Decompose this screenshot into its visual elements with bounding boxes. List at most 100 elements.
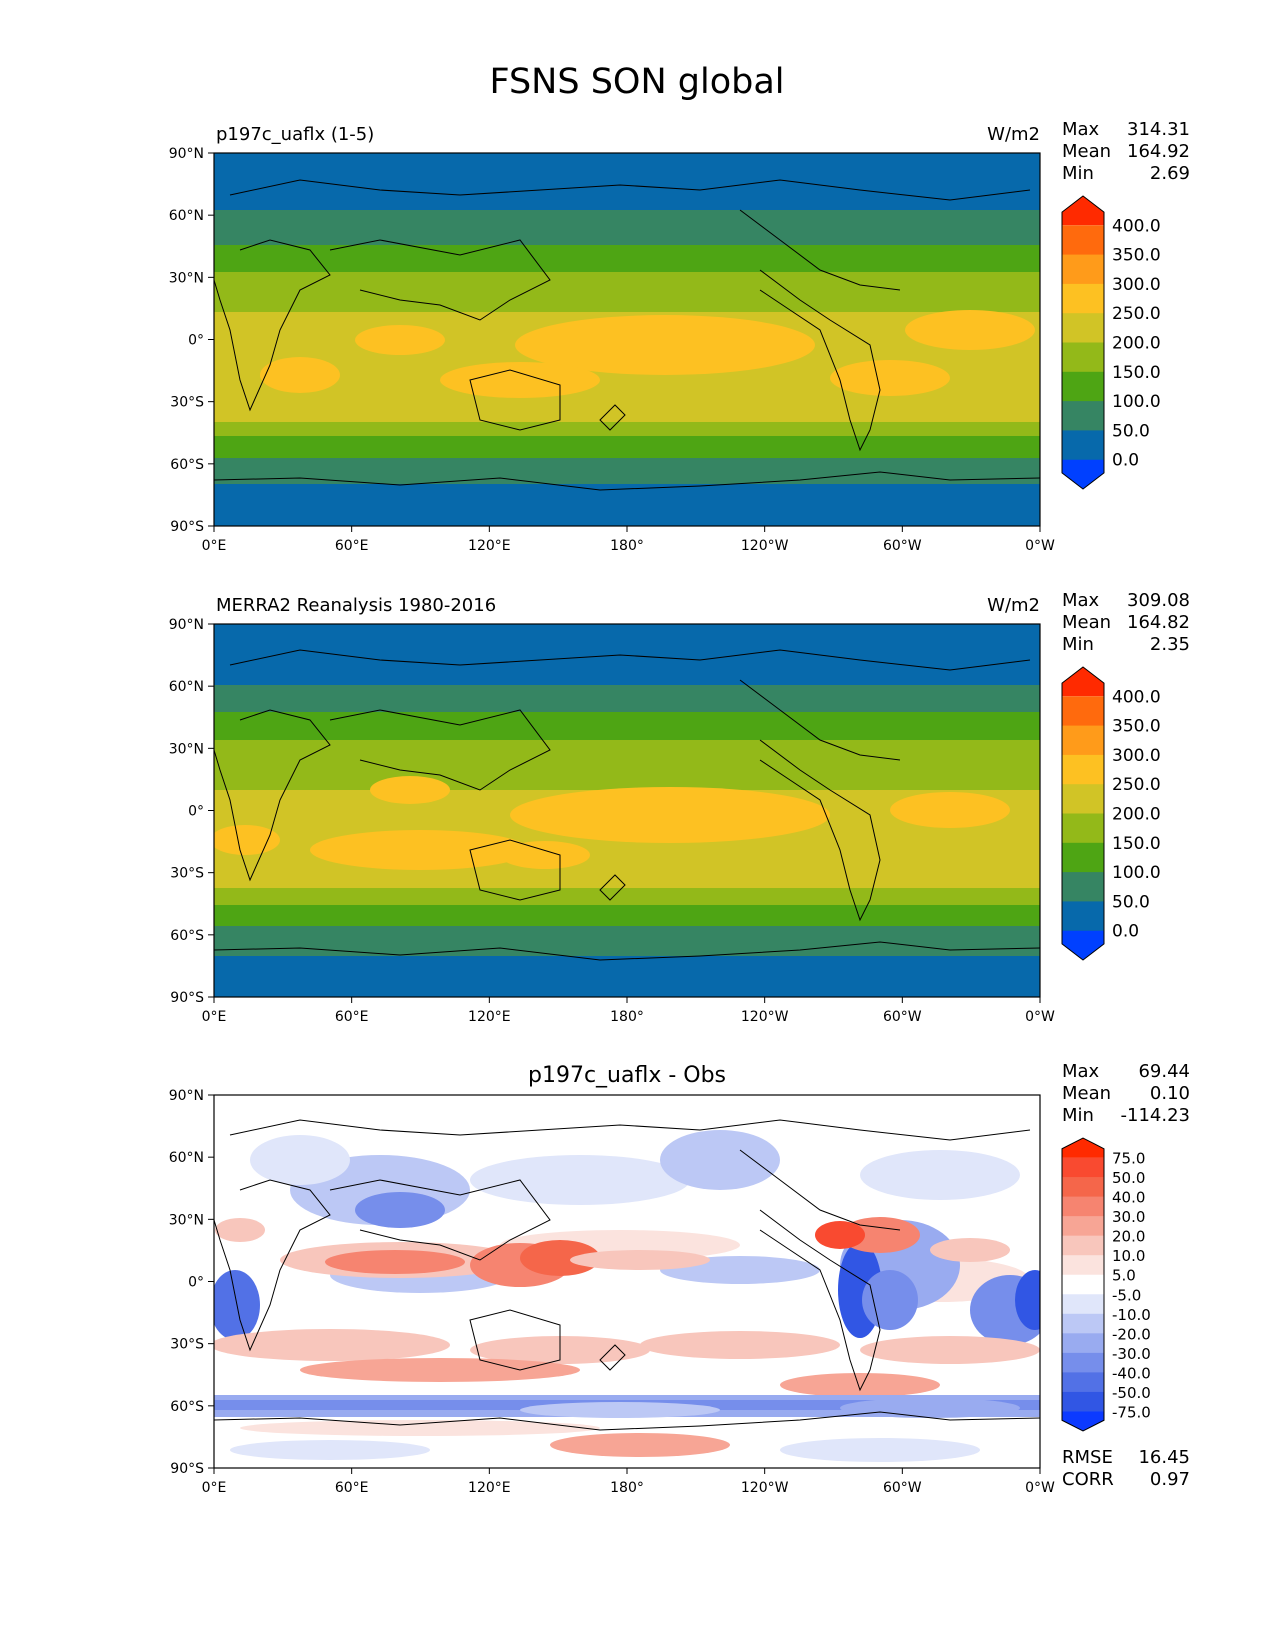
lat-tick-label: 90°N — [169, 146, 204, 162]
stat-max-label: Max — [1062, 590, 1100, 611]
colorbar-label: 150.0 — [1112, 363, 1161, 383]
colorbar-swatch — [1062, 1391, 1104, 1412]
colorbar-label: -20.0 — [1112, 1325, 1151, 1343]
colorbar-swatch — [1062, 1157, 1104, 1178]
lon-tick-label: 120°W — [741, 1009, 789, 1025]
lat-tick-label: 30°N — [169, 741, 204, 757]
colorbar-label: 200.0 — [1112, 805, 1161, 825]
colorbar-swatch — [1062, 1372, 1104, 1393]
stat-max-label: Max — [1062, 1061, 1100, 1082]
panel-model-axes: 90°N 60°N 30°N 0° 30°S 60°S 90°S 0°E 60°E 120°E 18… — [169, 146, 1055, 554]
lat-tick-label: 30°S — [170, 395, 204, 411]
lat-tick-label: 30°S — [170, 866, 204, 882]
colorbar-swatch — [1062, 1313, 1104, 1334]
lon-tick-label: 120°E — [468, 1009, 511, 1025]
stat-min-label: Min — [1062, 634, 1094, 655]
corr-label: CORR — [1062, 1469, 1114, 1490]
lon-tick-label: 120°W — [741, 1480, 789, 1496]
colorbar-label: 400.0 — [1112, 687, 1161, 707]
lon-tick-label: 0°W — [1025, 1009, 1055, 1025]
colorbar-label: 10.0 — [1112, 1247, 1145, 1265]
panel-model-map — [214, 153, 1040, 526]
panel-obs-units: W/m2 — [987, 595, 1040, 616]
lon-tick-label: 180° — [610, 538, 644, 554]
colorbar-label: 0.0 — [1112, 922, 1139, 942]
lat-tick-label: 90°N — [169, 617, 204, 633]
colorbar-swatch — [1062, 842, 1104, 873]
colorbar-label: 40.0 — [1112, 1189, 1145, 1207]
colorbar-label: 50.0 — [1112, 421, 1150, 441]
rmse-value: 16.45 — [1138, 1447, 1190, 1468]
colorbar-swatch — [1062, 1333, 1104, 1354]
stat-min-label: Min — [1062, 1105, 1094, 1126]
panel-diff-map — [214, 1095, 1040, 1468]
lon-tick-label: 60°E — [335, 538, 369, 554]
colorbar-label: 350.0 — [1112, 246, 1161, 266]
stat-max-value: 314.31 — [1127, 119, 1190, 140]
lat-tick-label: 90°S — [170, 519, 204, 535]
panel-model-units: W/m2 — [987, 124, 1040, 145]
colorbar-swatch — [1062, 1235, 1104, 1256]
rmse-label: RMSE — [1062, 1447, 1113, 1468]
colorbar-label: 30.0 — [1112, 1208, 1145, 1226]
colorbar-label: 250.0 — [1112, 304, 1161, 324]
panel-obs-map — [214, 624, 1040, 997]
colorbar-label: -5.0 — [1112, 1286, 1141, 1304]
colorbar-label: 50.0 — [1112, 892, 1150, 912]
lon-tick-label: 180° — [610, 1480, 644, 1496]
colorbar-outline — [1061, 1137, 1105, 1432]
colorbar-swatch — [1062, 430, 1104, 461]
colorbar-label: 100.0 — [1112, 392, 1161, 412]
panel-obs-axes: 90°N 60°N 30°N 0° 30°S 60°S 90°S 0°E 60°E 120°E 18… — [169, 617, 1055, 1025]
colorbar-label: 20.0 — [1112, 1228, 1145, 1246]
colorbar-label: 150.0 — [1112, 834, 1161, 854]
lon-tick-label: 60°W — [883, 1009, 922, 1025]
colorbar-swatch — [1062, 1177, 1104, 1198]
colorbar-swatch — [1062, 254, 1104, 285]
colorbar-swatch — [1062, 1411, 1104, 1431]
stat-min-value: 2.35 — [1150, 634, 1190, 655]
panel-diff-axes: 90°N 60°N 30°N 0° 30°S 60°S 90°S 0°E 60°E 120°E 18… — [169, 1088, 1055, 1496]
colorbar-swatch — [1062, 459, 1104, 489]
colorbar-label: -75.0 — [1112, 1403, 1151, 1421]
lon-tick-label: 60°W — [883, 538, 922, 554]
panel-model-colorbar: 400.0 350.0 300.0 250.0 200.0 150.0 100.0 50.0 0… — [1061, 195, 1161, 490]
colorbar-swatch — [1062, 901, 1104, 932]
lat-tick-label: 60°N — [169, 679, 204, 695]
panel-diff-title: p197c_uaflx - Obs — [528, 1063, 726, 1088]
colorbar-swatch — [1062, 667, 1104, 697]
lon-tick-label: 120°E — [468, 538, 511, 554]
colorbar-label: -50.0 — [1112, 1384, 1151, 1402]
colorbar-swatch — [1062, 754, 1104, 785]
lat-tick-label: 0° — [188, 804, 204, 820]
colorbar-swatch — [1062, 225, 1104, 256]
lat-tick-label: 60°N — [169, 208, 204, 224]
panel-obs-stats: Max 309.08 Mean 164.82 Min 2.35 — [1062, 590, 1190, 655]
stat-max-label: Max — [1062, 119, 1100, 140]
colorbar-label: 250.0 — [1112, 775, 1161, 795]
lat-tick-label: 90°S — [170, 1461, 204, 1477]
lat-tick-label: 90°N — [169, 1088, 204, 1104]
lat-tick-label: 0° — [188, 333, 204, 349]
panel-diff: p197c_uaflx - Obs — [169, 1061, 1190, 1496]
colorbar-label: 200.0 — [1112, 334, 1161, 354]
panel-model-title: p197c_uaflx (1-5) — [216, 124, 374, 145]
colorbar-label: 5.0 — [1112, 1267, 1136, 1285]
lon-tick-label: 0°W — [1025, 538, 1055, 554]
stat-mean-label: Mean — [1062, 141, 1111, 162]
lon-tick-label: 0°E — [202, 1009, 227, 1025]
colorbar-swatch — [1062, 872, 1104, 902]
panel-diff-colorbar: 75.050.0 40.030.0 20.010.0 5.0-5.0 -10.0-20.… — [1061, 1137, 1151, 1432]
colorbar-swatch — [1062, 813, 1104, 844]
colorbar-swatch — [1062, 1138, 1104, 1158]
lat-tick-label: 60°S — [170, 1399, 204, 1415]
colorbar-label: 50.0 — [1112, 1169, 1145, 1187]
panel-diff-stats: Max 69.44 Mean 0.10 Min -114.23 RMSE 16.… — [1062, 1061, 1190, 1490]
lat-tick-label: 30°N — [169, 1212, 204, 1228]
stat-mean-label: Mean — [1062, 612, 1111, 633]
lon-tick-label: 60°E — [335, 1009, 369, 1025]
panel-model-stats: Max 314.31 Mean 164.92 Min 2.69 — [1062, 119, 1190, 184]
colorbar-label: 400.0 — [1112, 216, 1161, 236]
panel-obs: MERRA2 Reanalysis 1980-2016 W/m2 — [169, 590, 1190, 1025]
